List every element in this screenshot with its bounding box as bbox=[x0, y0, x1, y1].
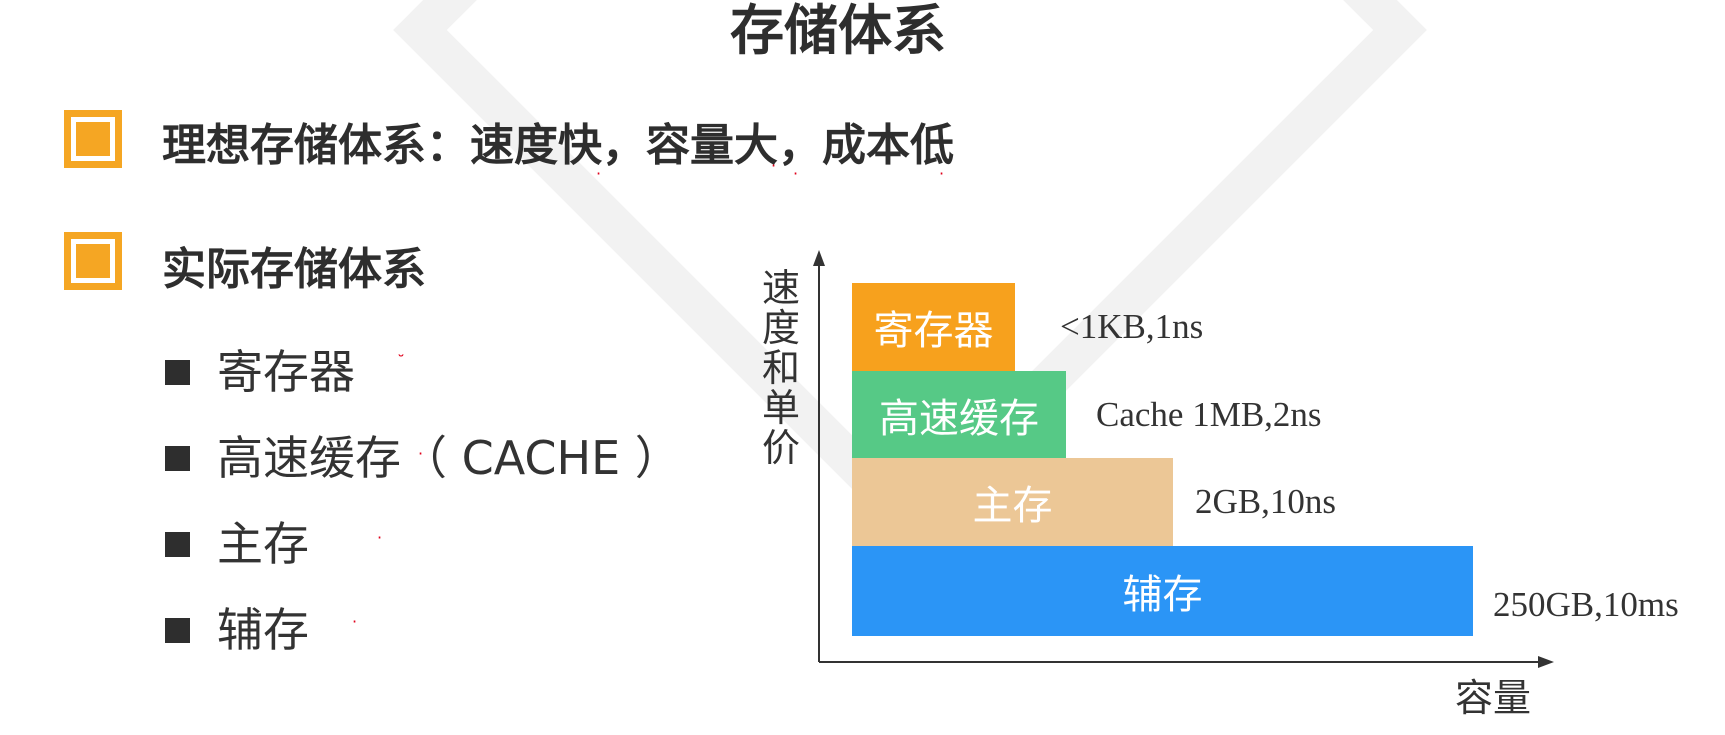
level-block-cache: 高速缓存 bbox=[852, 371, 1066, 458]
list-item-label: 高速缓存（ CACHE ） bbox=[217, 431, 681, 485]
slide-title: 存储体系 bbox=[730, 0, 946, 62]
annotation-mark: · bbox=[377, 528, 383, 547]
square-bullet-icon bbox=[165, 446, 190, 471]
y-axis-label: 速 度 和 单 价 bbox=[761, 266, 800, 470]
level-block-register: 寄存器 bbox=[852, 283, 1015, 371]
level-block-main-memory: 主存 bbox=[852, 458, 1173, 546]
annotation-mark: · bbox=[352, 612, 358, 631]
list-item-label: 辅存 bbox=[217, 603, 309, 657]
square-bullet-icon bbox=[165, 360, 190, 385]
bullet-icon bbox=[64, 110, 122, 168]
annotation-mark: ˘ bbox=[397, 352, 405, 371]
square-bullet-icon bbox=[165, 532, 190, 557]
level-spec-secondary-storage: 250GB,10ms bbox=[1493, 585, 1679, 624]
x-axis-label: 容量 bbox=[1455, 676, 1532, 720]
annotation-mark: · bbox=[596, 164, 602, 183]
level-spec-register: <1KB,1ns bbox=[1060, 307, 1204, 346]
annotation-mark: · bbox=[418, 444, 424, 463]
annotation-mark: · bbox=[771, 156, 777, 175]
point-ideal-hierarchy: 理想存储体系：速度快，容量大，成本低 bbox=[162, 120, 954, 171]
level-spec-cache: Cache 1MB,2ns bbox=[1096, 395, 1322, 434]
bullet-icon bbox=[64, 232, 122, 290]
annotation-mark: · bbox=[939, 164, 945, 183]
point-actual-hierarchy: 实际存储体系 bbox=[162, 244, 426, 295]
list-item-label: 寄存器 bbox=[217, 345, 355, 399]
list-item-label: 主存 bbox=[217, 517, 309, 571]
square-bullet-icon bbox=[165, 618, 190, 643]
annotation-mark: · bbox=[793, 164, 799, 183]
level-spec-main-memory: 2GB,10ns bbox=[1195, 482, 1336, 521]
level-block-secondary-storage: 辅存 bbox=[852, 546, 1473, 636]
